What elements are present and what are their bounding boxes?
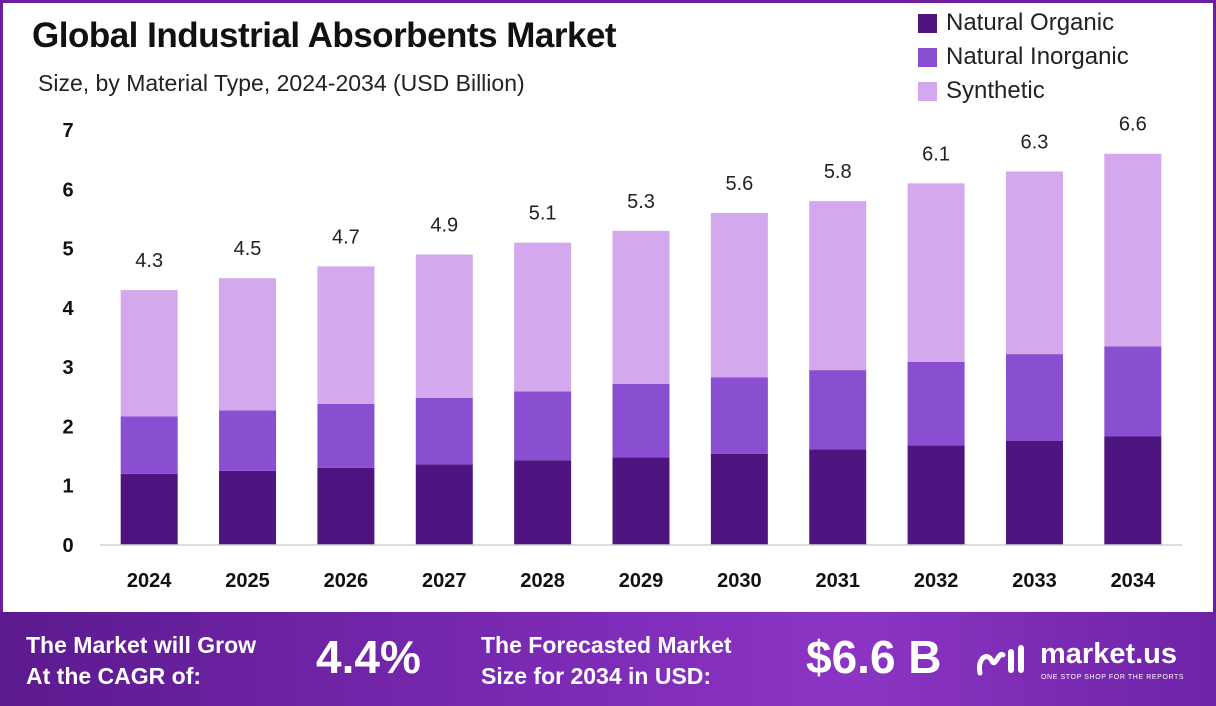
bar-natural-inorganic-2031: [809, 370, 867, 450]
bar-synthetic-2032: [907, 183, 965, 362]
chart-subtitle: Size, by Material Type, 2024-2034 (USD B…: [38, 70, 525, 96]
brand-name: market.us: [1040, 638, 1178, 670]
legend-label-natural-inorganic: Natural Inorganic: [946, 43, 1129, 70]
total-label-2025: 4.5: [234, 238, 262, 260]
bar-synthetic-2025: [219, 278, 277, 411]
legend-label-natural-organic: Natural Organic: [946, 9, 1115, 36]
bar-synthetic-2029: [612, 230, 670, 384]
total-label-2027: 4.9: [430, 215, 458, 237]
bar-natural-organic-2029: [612, 457, 670, 545]
bar-natural-inorganic-2028: [514, 391, 572, 461]
y-tick-label-0: 0: [62, 535, 73, 557]
y-tick-label-3: 3: [62, 357, 73, 379]
x-tick-label-2034: 2034: [1111, 570, 1156, 592]
bar-natural-inorganic-2025: [219, 410, 277, 471]
bar-natural-inorganic-2033: [1005, 354, 1063, 441]
forecast-label-line1: The Forecasted Market: [481, 632, 732, 658]
bar-natural-organic-2030: [710, 453, 768, 545]
x-tick-label-2029: 2029: [619, 570, 664, 592]
total-label-2034: 6.6: [1119, 114, 1147, 136]
bar-synthetic-2027: [415, 254, 473, 398]
y-axis-ticks: 0 1 2 3 4 5 6 7: [62, 120, 74, 557]
forecast-value: $6.6 B: [806, 631, 942, 683]
y-tick-label-4: 4: [62, 298, 74, 320]
total-label-2028: 5.1: [529, 203, 557, 225]
x-tick-label-2027: 2027: [422, 570, 467, 592]
cagr-value: 4.4%: [316, 631, 421, 683]
bar-natural-organic-2033: [1005, 440, 1063, 545]
legend-item-natural-inorganic: Natural Inorganic: [918, 40, 1129, 74]
bar-natural-organic-2032: [907, 445, 965, 545]
footer-banner: The Market will Grow At the CAGR of: 4.4…: [0, 612, 1216, 706]
legend-item-natural-organic: Natural Organic: [918, 6, 1129, 40]
cagr-label-line1: The Market will Grow: [26, 632, 257, 658]
total-label-2030: 5.6: [725, 173, 753, 195]
y-tick-label-2: 2: [62, 416, 73, 438]
total-label-2029: 5.3: [627, 191, 655, 213]
total-label-2033: 6.3: [1021, 132, 1049, 154]
bar-synthetic-2024: [120, 290, 178, 417]
market-us-logo-icon: [976, 645, 1024, 676]
bar-natural-inorganic-2027: [415, 397, 473, 465]
bar-natural-organic-2024: [120, 473, 178, 545]
bar-synthetic-2033: [1005, 171, 1063, 355]
bar-natural-inorganic-2024: [120, 416, 178, 474]
brand-tagline: ONE STOP SHOP FOR THE REPORTS: [1041, 674, 1185, 681]
x-tick-label-2026: 2026: [324, 570, 369, 592]
total-label-2031: 5.8: [824, 161, 852, 183]
bar-natural-inorganic-2034: [1104, 346, 1162, 437]
cagr-label: The Market will Grow At the CAGR of:: [26, 630, 256, 692]
x-tick-label-2030: 2030: [717, 570, 762, 592]
bar-natural-organic-2026: [317, 467, 375, 545]
total-label-2026: 4.7: [332, 226, 360, 248]
chart-title: Global Industrial Absorbents Market: [32, 16, 617, 55]
bar-natural-organic-2025: [219, 470, 277, 545]
bar-natural-organic-2034: [1104, 436, 1162, 545]
x-tick-label-2025: 2025: [225, 570, 270, 592]
bar-synthetic-2028: [514, 242, 572, 392]
y-tick-label-6: 6: [62, 179, 73, 201]
x-axis-ticks: 2024 2025 2026 2027 2028 2029 2030 2031 2032 2033…: [127, 570, 1156, 592]
legend-label-synthetic: Synthetic: [946, 77, 1045, 104]
legend-item-synthetic: Synthetic: [918, 74, 1129, 108]
bar-natural-organic-2031: [809, 449, 867, 545]
legend-swatch-natural-inorganic: [918, 47, 937, 67]
forecast-label: The Forecasted Market Size for 2034 in U…: [481, 630, 732, 692]
legend-swatch-synthetic: [918, 81, 937, 101]
bar-natural-inorganic-2032: [907, 361, 965, 446]
x-tick-label-2028: 2028: [520, 570, 565, 592]
bar-synthetic-2026: [317, 266, 375, 404]
cagr-label-line2: At the CAGR of:: [26, 663, 202, 689]
y-tick-label-7: 7: [62, 120, 73, 142]
x-tick-label-2033: 2033: [1012, 570, 1057, 592]
bar-synthetic-2030: [710, 213, 768, 378]
bar-natural-organic-2027: [415, 464, 473, 545]
bar-synthetic-2031: [809, 201, 867, 371]
stacked-bar-chart: 0 1 2 3 4 5 6 7 4.3 4.5 4.7 4.9 5.1 5.3 5.6 5.8 6.1 6.3 6…: [62, 114, 1182, 592]
y-tick-label-1: 1: [62, 476, 73, 498]
x-tick-label-2024: 2024: [127, 570, 172, 592]
bar-natural-organic-2028: [514, 460, 572, 545]
total-label-2024: 4.3: [135, 250, 163, 272]
bar-group: [120, 153, 1162, 545]
x-tick-label-2031: 2031: [815, 570, 860, 592]
total-labels: 4.3 4.5 4.7 4.9 5.1 5.3 5.6 5.8 6.1 6.3 6.6: [135, 114, 1146, 272]
forecast-label-line2: Size for 2034 in USD:: [481, 663, 712, 689]
bar-natural-inorganic-2026: [317, 403, 375, 468]
x-tick-label-2032: 2032: [914, 570, 959, 592]
legend: Natural Organic Natural Inorganic Synthe…: [918, 6, 1129, 108]
y-tick-label-5: 5: [62, 239, 73, 261]
bar-natural-inorganic-2030: [710, 377, 768, 454]
total-label-2032: 6.1: [922, 143, 950, 165]
legend-swatch-natural-organic: [918, 13, 937, 33]
bar-synthetic-2034: [1104, 153, 1162, 347]
bar-natural-inorganic-2029: [612, 383, 670, 458]
